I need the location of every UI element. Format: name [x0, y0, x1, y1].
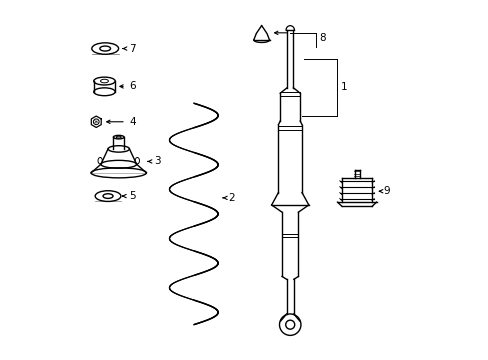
Text: 2: 2 — [228, 193, 235, 203]
Text: 9: 9 — [382, 186, 389, 196]
Text: 5: 5 — [129, 191, 136, 201]
Text: 7: 7 — [129, 44, 136, 54]
Text: 8: 8 — [318, 33, 325, 43]
Text: 1: 1 — [340, 82, 347, 92]
Text: 3: 3 — [154, 157, 161, 166]
Text: 4: 4 — [129, 117, 136, 127]
Text: 6: 6 — [129, 81, 136, 91]
